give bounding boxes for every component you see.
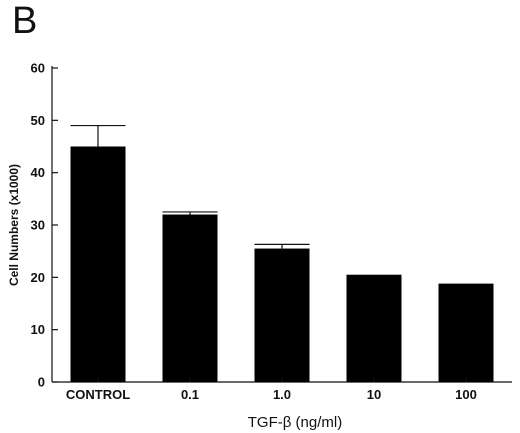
x-tick-label: 0.1 [181, 387, 199, 402]
bar [254, 248, 310, 382]
x-tick-label: CONTROL [66, 387, 130, 402]
y-tick-label: 20 [31, 270, 45, 285]
x-tick-label: 10 [367, 387, 381, 402]
x-tick-label: 1.0 [273, 387, 291, 402]
y-tick-label: 40 [31, 165, 45, 180]
y-axis-label: Cell Numbers (x1000) [7, 164, 21, 286]
x-axis-label: TGF-β (ng/ml) [248, 414, 342, 431]
y-tick-label: 10 [31, 322, 45, 337]
bar [346, 274, 402, 382]
plot-area: 0 10 20 30 40 50 60 CONTROL 0.1 1.0 10 100 [31, 61, 512, 402]
y-tick-label: 60 [31, 61, 45, 76]
bar [438, 283, 494, 382]
x-tick-label: 100 [455, 387, 477, 402]
bar [70, 146, 126, 382]
y-tick-label: 0 [38, 375, 45, 390]
y-tick-label: 50 [31, 113, 45, 128]
y-tick-label: 30 [31, 218, 45, 233]
panel-letter: B [12, 0, 37, 42]
bar [162, 214, 218, 382]
